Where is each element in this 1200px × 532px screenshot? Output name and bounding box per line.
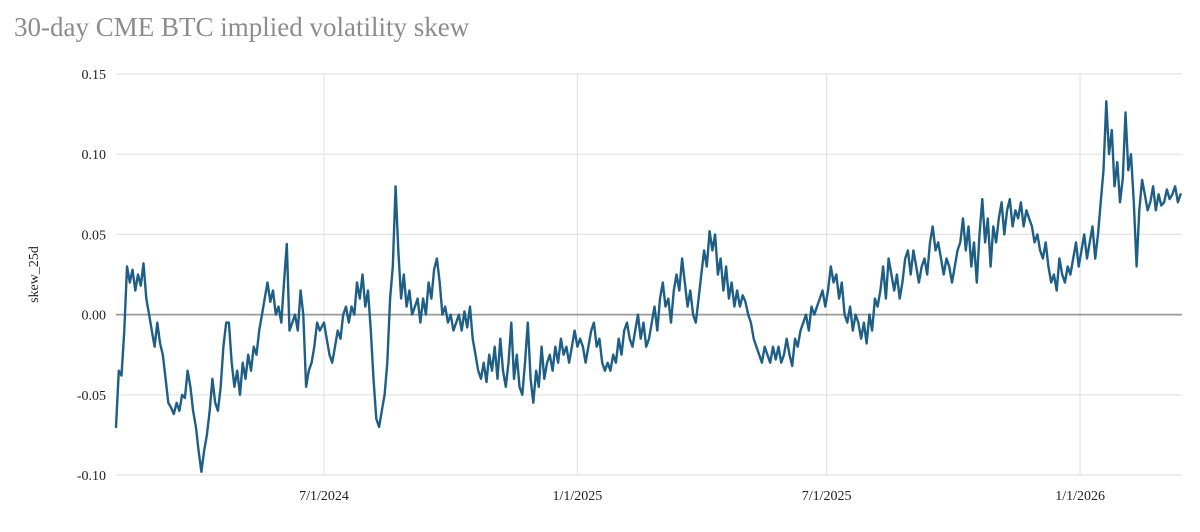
- y-axis-label: skew_25d: [27, 246, 42, 303]
- series-line: [114, 100, 1182, 473]
- x-tick-label: 7/1/2025: [802, 489, 852, 504]
- y-tick-label: 0.10: [82, 148, 107, 163]
- y-tick-label: -0.05: [77, 389, 106, 404]
- x-tick-label: 7/1/2024: [299, 489, 349, 504]
- x-tick-label: 1/1/2026: [1055, 489, 1105, 504]
- grid-lines: [116, 73, 1182, 476]
- y-tick-label: 0.05: [82, 228, 107, 243]
- chart-title: 30-day CME BTC implied volatility skew: [14, 12, 470, 42]
- y-tick-label: 0.15: [82, 68, 107, 83]
- y-axis-ticks: -0.10 -0.05 0.00 0.05 0.10 0.15: [77, 68, 106, 484]
- x-tick-label: 1/1/2025: [552, 489, 602, 504]
- y-tick-label: -0.10: [77, 469, 106, 484]
- series-group: [114, 100, 1182, 473]
- y-tick-label: 0.00: [82, 309, 107, 324]
- x-axis-ticks: 7/1/2024 1/1/2025 7/1/2025 1/1/2026: [299, 489, 1105, 504]
